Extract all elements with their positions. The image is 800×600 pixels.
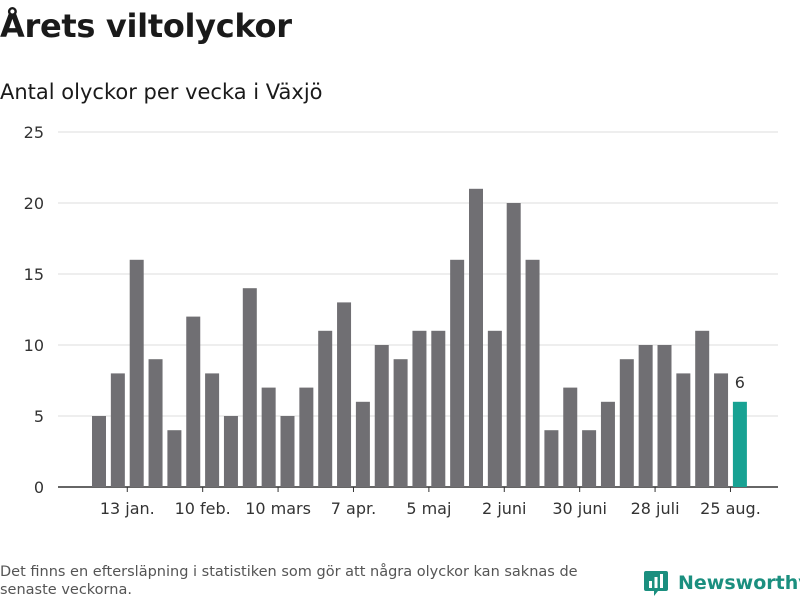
bar: [469, 188, 483, 488]
bar: [186, 316, 201, 487]
bar: [261, 387, 276, 487]
bar: [450, 259, 465, 487]
x-tick-label: 5 maj: [406, 499, 451, 518]
bar: [695, 330, 710, 487]
bar: [563, 387, 578, 487]
bar: [544, 430, 559, 487]
bar: [110, 373, 125, 487]
bar: [582, 430, 597, 487]
chart-title: Årets viltolyckor: [0, 7, 292, 45]
bar: [148, 359, 163, 487]
y-tick-label: 20: [24, 194, 44, 213]
footnote: Det finns en eftersläpning i statistiken…: [0, 564, 578, 598]
x-tick-label: 28 juli: [631, 499, 680, 518]
bar: [431, 330, 446, 487]
bar: [600, 401, 615, 487]
bar: [129, 259, 144, 487]
bar: [299, 387, 314, 487]
bar: [318, 330, 333, 487]
x-tick-label: 30 juni: [552, 499, 607, 518]
x-tick-label: 25 aug.: [700, 499, 761, 518]
newsworthy-logo-icon: [644, 571, 668, 596]
bar: [167, 430, 182, 487]
y-tick-label: 0: [34, 478, 44, 497]
brand-logo[interactable]: Newsworthy: [644, 569, 800, 597]
bar: [223, 416, 238, 487]
brand-name: Newsworthy: [678, 572, 800, 594]
data-labels: 6: [735, 373, 745, 392]
bar: [638, 345, 653, 487]
y-axis-ticks: 0 5 10 15 20 25: [24, 123, 44, 497]
bar: [676, 373, 691, 487]
x-tick-label: 10 feb.: [175, 499, 231, 518]
y-tick-label: 25: [24, 123, 44, 142]
bar: [337, 302, 352, 487]
x-axis-ticks: 13 jan. 10 feb. 10 mars 7 apr. 5 maj 2 juni 30…: [100, 487, 761, 518]
x-tick-label: 10 mars: [245, 499, 311, 518]
bar: [242, 288, 257, 487]
bar: [525, 259, 540, 487]
bar: [374, 345, 389, 487]
y-tick-label: 5: [34, 407, 44, 426]
bar: [412, 330, 427, 487]
y-tick-label: 15: [24, 265, 44, 284]
bar: [506, 203, 521, 487]
bar-chart: 0 5 10 15 20 25 13 jan. 10 feb. 10 mars 7 apr. 5 …: [24, 123, 778, 518]
bar: [355, 401, 370, 487]
highlight-data-label: 6: [735, 373, 745, 392]
highlight-bar: [732, 401, 747, 487]
x-tick-label: 2 juni: [482, 499, 526, 518]
bar: [619, 359, 634, 487]
x-tick-label: 13 jan.: [100, 499, 155, 518]
bar: [714, 373, 729, 487]
y-tick-label: 10: [24, 336, 44, 355]
x-tick-label: 7 apr.: [331, 499, 376, 518]
bar: [657, 345, 672, 487]
chart-subtitle: Antal olyckor per vecka i Växjö: [0, 80, 323, 104]
bars: [92, 188, 747, 488]
bar: [280, 416, 295, 487]
bar: [487, 330, 502, 487]
bar: [393, 359, 408, 487]
bar: [92, 416, 106, 487]
bar: [205, 373, 220, 487]
